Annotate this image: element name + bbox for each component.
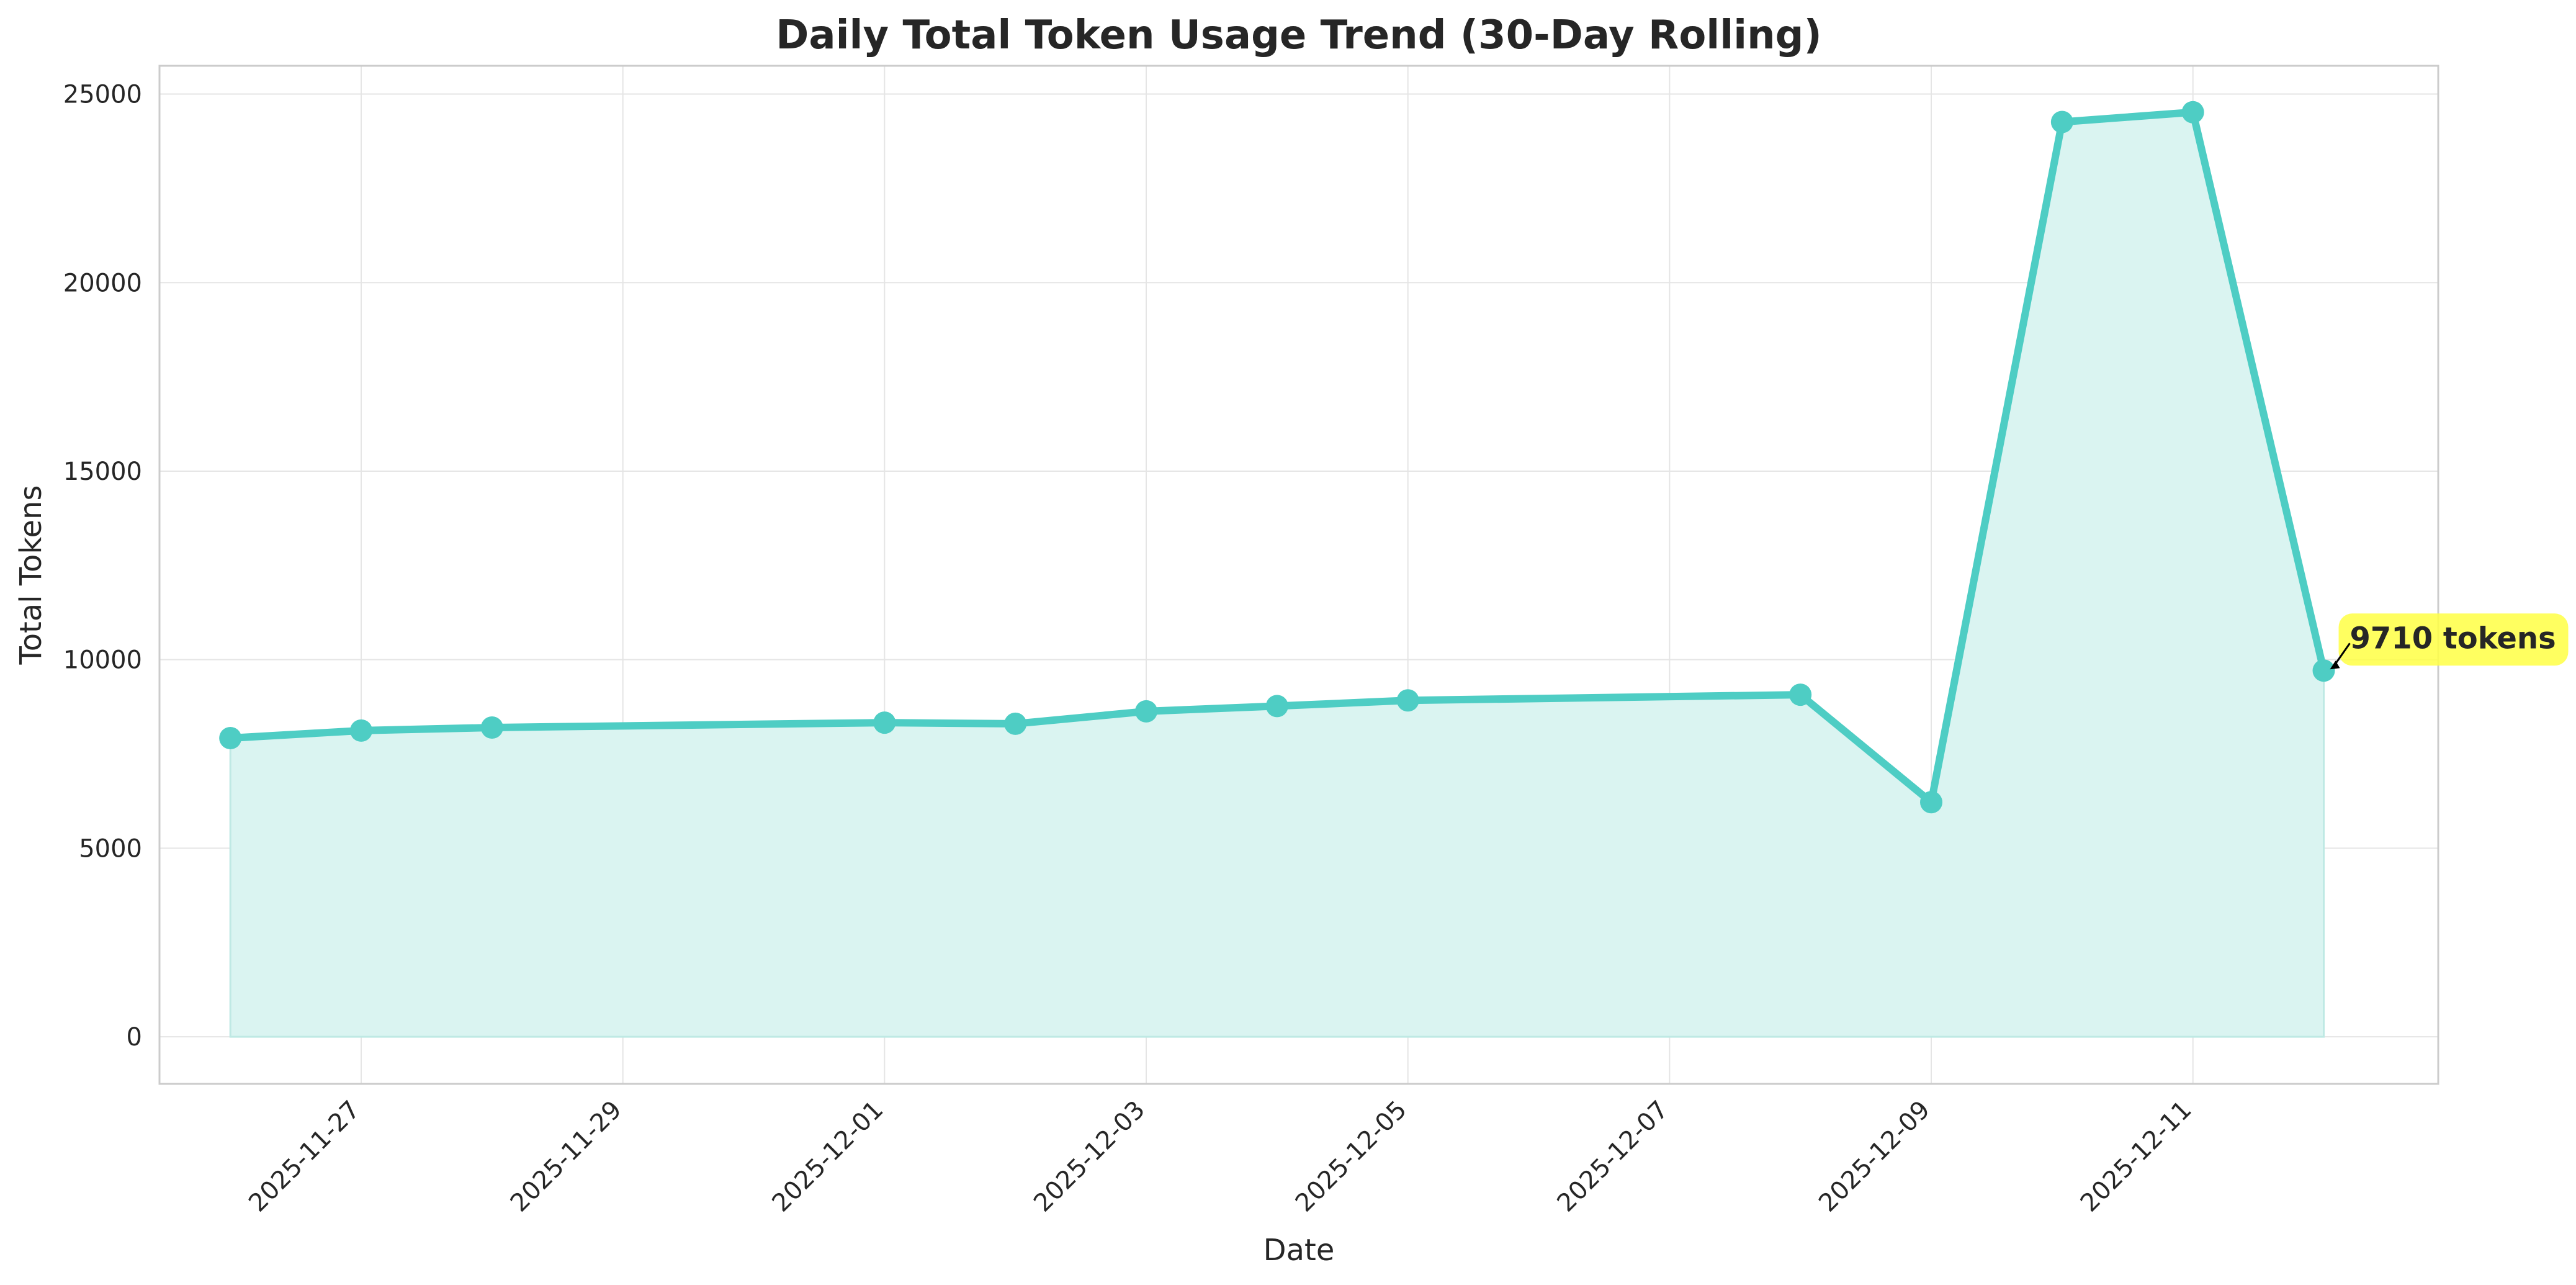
- data-point: [1004, 712, 1027, 735]
- y-axis-label: Total Tokens: [14, 485, 48, 665]
- y-tick-label: 5000: [79, 834, 142, 863]
- plot-frame: [158, 65, 2439, 1085]
- y-tick-label: 10000: [63, 646, 142, 675]
- y-axis-ticks: 0 5000 10000 15000 20000 25000: [63, 81, 142, 1052]
- y-tick-label: 20000: [63, 269, 142, 297]
- x-axis-label: Date: [1263, 1233, 1335, 1268]
- data-point: [350, 719, 373, 742]
- data-point: [2312, 659, 2335, 682]
- annotation: 9710 tokens: [2330, 613, 2569, 670]
- annotation-label: 9710 tokens: [2350, 621, 2556, 656]
- y-tick-label: 25000: [63, 81, 142, 109]
- data-point: [1135, 700, 1158, 723]
- annotation-arrowhead: [2330, 661, 2340, 670]
- data-point: [2181, 101, 2204, 124]
- data-points: [219, 101, 2335, 814]
- y-tick-label: 0: [127, 1023, 142, 1052]
- y-tick-label: 15000: [63, 458, 142, 486]
- data-point: [219, 727, 242, 750]
- data-point: [2050, 110, 2073, 133]
- annotation-box: [2338, 613, 2569, 666]
- data-point: [1265, 695, 1288, 718]
- data-point: [1920, 791, 1943, 814]
- data-point: [873, 711, 896, 734]
- chart-title: Daily Total Token Usage Trend (30-Day Ro…: [776, 12, 1821, 58]
- data-point: [1396, 689, 1419, 712]
- data-point: [1789, 683, 1812, 706]
- data-point: [480, 716, 503, 739]
